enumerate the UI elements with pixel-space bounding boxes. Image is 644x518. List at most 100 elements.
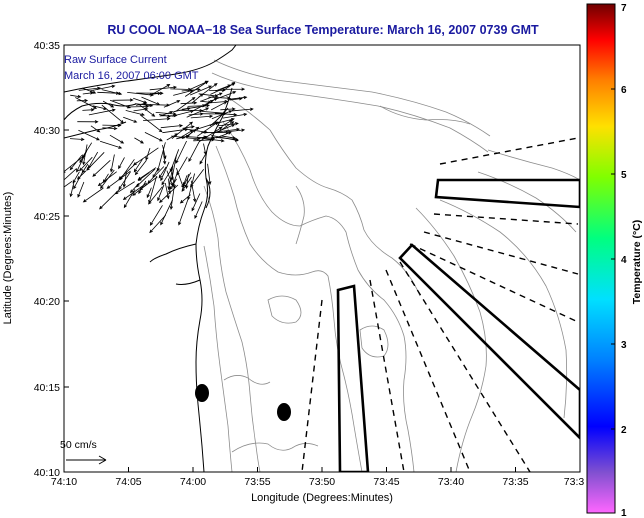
current-vector-arrow [82,91,94,95]
current-vector-arrow [77,120,99,124]
current-vector-arrow [145,147,151,161]
current-vector-arrow [126,104,150,109]
bathymetry-contours [203,59,580,472]
colorbar: 7 6 5 4 3 2 1 Temperature (°C) [586,3,643,518]
y-tick-label: 40:25 [34,211,60,223]
current-vector-arrow [123,116,138,123]
current-vector-arrow [194,201,203,219]
current-vector-arrow [198,83,218,98]
current-vector-arrow [76,170,87,180]
colorbar-tick-label: 2 [621,425,627,436]
y-tick-label: 40:20 [34,296,60,308]
y-tick-label: 40:15 [34,382,60,394]
axis-ticks [63,44,516,472]
current-vector-arrow [156,142,166,172]
current-vector-arrow [109,154,115,173]
colorbar-tick-label: 3 [621,340,627,351]
current-vector-arrow [69,155,83,171]
x-axis-label: Longitude (Degrees:Minutes) [251,492,393,504]
y-tick-label: 40:35 [34,40,60,52]
current-vector-arrow [171,171,178,188]
x-tick-labels: 74:10 74:05 74:00 73:55 73:50 73:45 73:4… [51,476,585,488]
current-vector-arrow [133,97,148,104]
current-vector-arrow [179,194,191,204]
scale-label: 50 cm/s [60,439,97,451]
scale-arrow [66,455,107,465]
current-vector-arrow [173,89,194,96]
current-vector-arrow [112,98,134,102]
x-tick-label: 73:45 [373,476,399,488]
current-vector-arrow [200,112,227,116]
current-vector-arrow [173,107,192,113]
current-vector-arrow [143,103,171,107]
current-vector-arrow [88,108,116,116]
current-vector-arrow [82,87,97,94]
current-vector-arrow [70,94,82,99]
current-vector-arrow [149,205,163,226]
annotation-line-2: March 16, 2007 06:00 GMT [64,70,199,82]
current-vector-arrow [180,129,194,138]
current-vector-arrow [176,167,185,189]
current-vector-arrow [77,181,85,198]
current-vector-arrow [160,124,184,129]
current-vector-arrow [162,151,167,165]
current-vector-arrow [69,181,75,198]
current-vector-arrow [81,163,89,174]
current-vector-arrow [134,137,144,144]
station-marker-1 [195,384,209,402]
x-tick-label: 73:3 [564,476,585,488]
current-vector-arrow [118,157,125,170]
current-vector-arrow [180,108,204,113]
current-vector-arrow [223,87,246,91]
current-vector-arrow [200,100,212,104]
current-vector-arrow [97,171,117,187]
colorbar-label: Temperature (°C) [631,220,643,305]
current-vector-arrow [86,152,105,171]
current-vector-arrow [147,166,165,184]
current-vector-arrow [64,168,77,181]
current-vector-arrow [92,160,111,177]
current-vector-arrow [158,166,167,179]
colorbar-tick-label: 6 [621,85,627,96]
current-vector-arrow [175,140,187,164]
current-vector-arrow [109,134,125,144]
map-title: RU COOL NOAA−18 Sea Surface Temperature:… [107,23,539,37]
current-vector-arrow [99,140,123,149]
current-vector-arrow [175,96,196,112]
current-vector-arrow [220,135,237,140]
current-vector-arrow [102,123,122,128]
current-vector-arrow [228,107,254,112]
x-tick-label: 74:00 [180,476,206,488]
current-vector-arrow [82,187,104,203]
x-tick-label: 74:10 [51,476,77,488]
current-vector-arrow [69,137,85,141]
current-vector-arrow [182,125,195,129]
current-vector-arrow [207,163,212,186]
current-vector-arrow [209,99,229,104]
current-vector-arrow [125,110,145,116]
current-vector-arrow [138,103,156,117]
current-vector-arrow [220,107,236,111]
current-vector-arrow [64,180,73,188]
current-vector-arrow [213,124,236,134]
current-vector-arrow [209,117,235,126]
current-vector-arrow [102,126,118,131]
current-vector-arrow [228,95,248,100]
y-axis-label: Latitude (Degrees:Minutes) [2,192,14,325]
current-vector-arrow [134,159,147,176]
current-vector-arrow [164,183,170,200]
x-tick-label: 74:05 [115,476,141,488]
current-vector-arrow [75,97,98,109]
current-vector-arrow [99,188,121,210]
x-tick-label: 73:40 [438,476,464,488]
current-vector-arrow [169,186,175,211]
current-vector-arrow [170,87,192,92]
current-vector-arrow [146,187,152,199]
current-vector-arrow [210,91,237,102]
current-vector-arrow [180,101,198,105]
current-vector-arrow [217,122,239,127]
current-vector-arrow [170,155,177,181]
current-vector-arrow [132,183,148,196]
current-vector-arrow [106,170,131,189]
sampling-lines [301,137,579,472]
